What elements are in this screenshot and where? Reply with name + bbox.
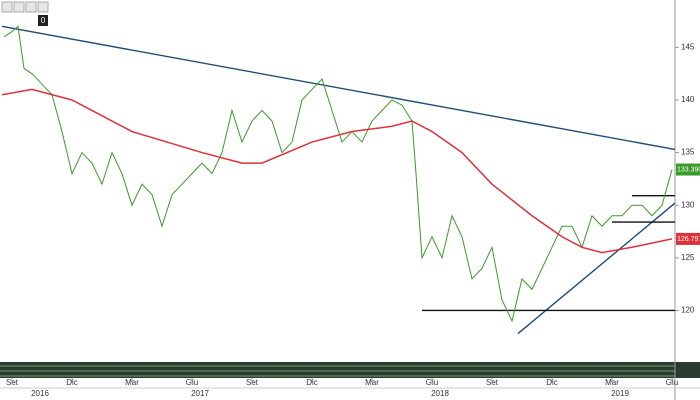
year-label: 2016 xyxy=(31,389,49,398)
x-tick-label: Mar xyxy=(365,378,379,387)
tool-icon[interactable] xyxy=(1,1,13,13)
trend-line xyxy=(517,202,676,335)
last-value-box xyxy=(676,163,700,176)
x-tick-label: Set xyxy=(486,378,499,387)
x-tick-label: Dic xyxy=(306,378,318,387)
x-tick-label: Dic xyxy=(66,378,78,387)
x-tick-label: Giu xyxy=(666,378,678,387)
last-value-label: 133.3900 xyxy=(677,166,700,173)
toolbar: 0 xyxy=(1,1,49,26)
year-label: 2018 xyxy=(431,389,449,398)
y-tick-label: 130 xyxy=(681,200,695,209)
trend-line xyxy=(1,25,676,151)
tool-icon[interactable] xyxy=(13,1,25,13)
y-tick-label: 125 xyxy=(681,253,695,262)
tool-icon[interactable] xyxy=(37,1,49,13)
y-tick-label: 120 xyxy=(681,306,695,315)
last-value-box xyxy=(676,232,700,245)
x-tick-label: Dic xyxy=(546,378,558,387)
price-line xyxy=(3,25,673,323)
x-tick-label: Mar xyxy=(125,378,139,387)
y-tick-label: 145 xyxy=(681,42,695,51)
x-tick-label: Set xyxy=(246,378,259,387)
tool-icon[interactable] xyxy=(25,1,37,13)
y-tick-label: 135 xyxy=(681,148,695,157)
x-tick-label: Giu xyxy=(426,378,438,387)
zero-button-label: 0 xyxy=(41,16,46,25)
y-tick-label: 140 xyxy=(681,95,695,104)
zero-button[interactable] xyxy=(38,15,48,26)
moving-average xyxy=(1,88,673,254)
last-value-label: 126.7973 xyxy=(677,236,700,243)
x-tick-label: Giu xyxy=(186,378,198,387)
x-tick-label: Mar xyxy=(605,378,619,387)
year-label: 2019 xyxy=(611,389,629,398)
x-tick-label: Set xyxy=(6,378,19,387)
year-label: 2017 xyxy=(191,389,209,398)
